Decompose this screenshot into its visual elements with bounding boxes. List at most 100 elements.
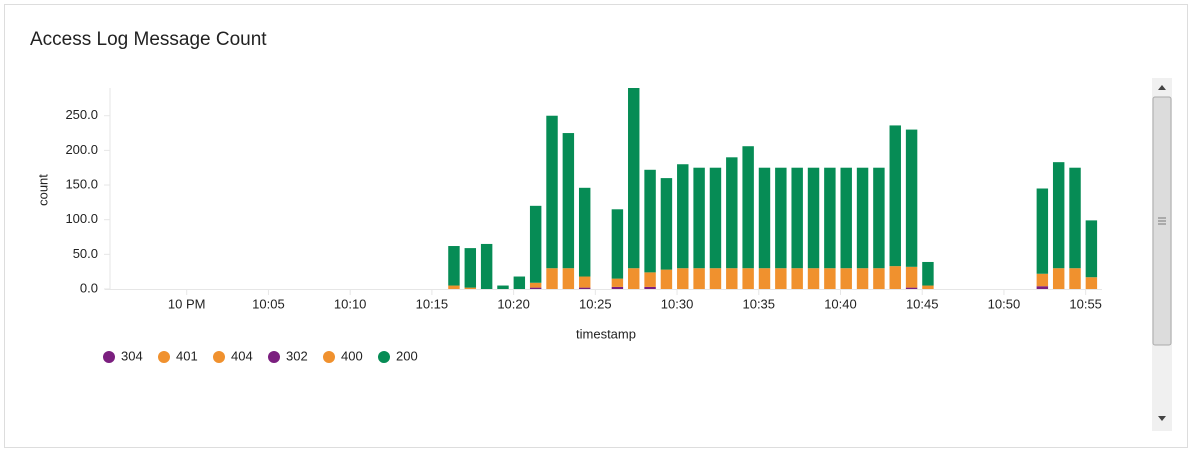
bar-segment: [611, 278, 624, 287]
bar-segment: [775, 167, 787, 269]
bar-segment: [905, 287, 918, 289]
bar-segment: [726, 157, 738, 269]
legend-label: 200: [396, 348, 418, 363]
bar-segment: [807, 167, 820, 269]
bar-segment: [578, 187, 591, 277]
bar-segment: [905, 129, 918, 267]
x-tick-label: 10:05: [252, 296, 285, 311]
legend-swatch: [158, 351, 170, 363]
bar-segment: [562, 133, 575, 269]
legend-label: 400: [341, 348, 363, 363]
bar-segment: [529, 205, 542, 283]
x-tick-label: 10:55: [1069, 296, 1102, 311]
bar-segment: [578, 276, 591, 288]
bar-segment: [709, 268, 722, 289]
bar-segment: [856, 167, 869, 269]
bar-segment: [807, 268, 820, 289]
bar-segment: [873, 268, 885, 289]
bar-segment: [448, 246, 460, 286]
bar-segment: [660, 178, 673, 270]
x-tick-label: 10:35: [742, 296, 775, 311]
bar-segment: [578, 287, 591, 289]
y-tick-label: 250.0: [65, 107, 98, 122]
bar-segment: [742, 268, 754, 289]
bar-segment: [611, 209, 624, 279]
x-tick-label: 10:30: [661, 296, 694, 311]
bar-segment: [840, 167, 852, 269]
bar-segment: [448, 285, 460, 289]
scrollbar[interactable]: [1152, 78, 1172, 431]
bar-segment: [824, 268, 836, 289]
bar-segment: [644, 272, 656, 287]
legend-label: 302: [286, 348, 308, 363]
x-axis-label: timestamp: [576, 326, 636, 341]
bar-segment: [758, 167, 771, 269]
bar-segment: [873, 167, 885, 269]
legend-swatch: [103, 351, 115, 363]
bar-segment: [611, 286, 624, 289]
bar-segment: [1036, 188, 1049, 274]
bar-segment: [1036, 286, 1049, 289]
bar-segment: [628, 88, 640, 269]
y-tick-label: 150.0: [65, 176, 98, 191]
legend-label: 404: [231, 348, 253, 363]
legend-label: 401: [176, 348, 198, 363]
x-tick-label: 10 PM: [168, 296, 206, 311]
legend-label: 304: [121, 348, 143, 363]
legend-swatch: [378, 351, 390, 363]
bar-segment: [922, 261, 934, 286]
legend-swatch: [323, 351, 335, 363]
bar-segment: [529, 287, 542, 289]
bar-segment: [758, 268, 771, 289]
bar-segment: [1069, 268, 1081, 289]
bar-segment: [464, 287, 477, 289]
bar-segment: [824, 167, 836, 269]
bar-segment: [1052, 162, 1065, 269]
bar-segment: [791, 167, 803, 269]
bar-segment: [644, 286, 656, 289]
bar-segment: [775, 268, 787, 289]
x-tick-label: 10:15: [416, 296, 449, 311]
x-tick-label: 10:20: [497, 296, 530, 311]
bar-segment: [546, 115, 558, 269]
bar-segment: [562, 268, 575, 289]
bar-segment: [644, 169, 656, 273]
bar-segment: [1085, 220, 1098, 278]
bar-segment: [726, 268, 738, 289]
bar-segment: [513, 276, 526, 289]
bar-segment: [677, 268, 689, 289]
bar-segment: [791, 268, 803, 289]
legend-swatch: [268, 351, 280, 363]
x-tick-label: 10:10: [334, 296, 367, 311]
bar-segment: [889, 125, 901, 267]
scroll-up[interactable]: [1158, 85, 1166, 90]
y-tick-label: 100.0: [65, 211, 98, 226]
bar-segment: [889, 266, 901, 289]
bar-segment: [1052, 268, 1065, 289]
bar-segment: [742, 146, 754, 269]
bar-segment: [464, 248, 477, 288]
legend-swatch: [213, 351, 225, 363]
bar-segment: [1085, 277, 1098, 289]
x-tick-label: 10:40: [824, 296, 857, 311]
scroll-down[interactable]: [1158, 416, 1166, 421]
bar-segment: [660, 269, 673, 289]
bar-segment: [480, 243, 493, 289]
scroll-grip: [1158, 217, 1166, 225]
chart-title: Access Log Message Count: [30, 29, 267, 50]
panel-border: [4, 4, 1188, 448]
y-tick-label: 50.0: [73, 246, 98, 261]
bar-segment: [922, 285, 934, 289]
bar-segment: [856, 268, 869, 289]
bar-segment: [1069, 167, 1081, 269]
bar-segment: [529, 282, 542, 288]
bar-segment: [628, 268, 640, 289]
bar-segment: [497, 285, 509, 289]
y-axis-label: count: [35, 174, 50, 206]
bar-segment: [677, 164, 689, 269]
bar-segment: [1036, 273, 1049, 287]
bar-segment: [693, 167, 705, 269]
y-tick-label: 0.0: [80, 280, 98, 295]
x-tick-label: 10:45: [906, 296, 939, 311]
